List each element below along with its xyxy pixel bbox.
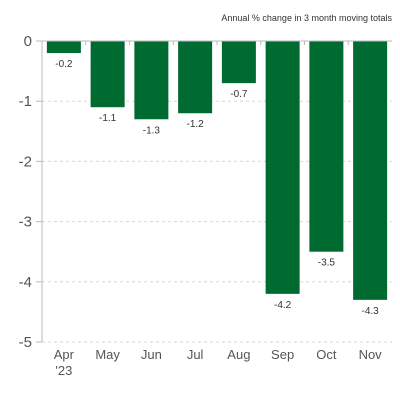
y-tick-label: 0	[24, 33, 32, 50]
y-tick-label: -2	[19, 153, 32, 170]
data-label-jun: -1.3	[143, 125, 161, 136]
data-labels: -0.2 -1.1 -1.3 -1.2 -0.7 -4.2 -3.5 -4.3	[55, 59, 379, 317]
x-tick-sublabel: '23	[55, 363, 72, 378]
x-axis-ticks: Apr'23 May Jun Jul Aug Sep Oct Nov	[54, 347, 382, 378]
data-label-jul: -1.2	[187, 119, 205, 130]
x-tick-label-nov: Nov	[359, 347, 383, 362]
y-tick-label: -1	[19, 93, 32, 110]
bar-apr	[46, 41, 81, 54]
x-tick-label-oct: Oct	[316, 347, 337, 362]
y-tick-label: -5	[19, 334, 32, 351]
chart-subtitle: Annual % change in 3 month moving totals	[221, 13, 392, 23]
axes	[41, 40, 392, 342]
y-axis-ticks: 0 -1 -2 -3 -4 -5	[19, 33, 42, 351]
x-tick-label-aug: Aug	[227, 347, 250, 362]
y-tick-label: -3	[19, 214, 32, 231]
x-tick-label-sep: Sep	[271, 347, 294, 362]
gridlines	[42, 100, 392, 343]
data-label-aug: -0.7	[230, 89, 248, 100]
data-label-nov: -4.3	[362, 306, 380, 317]
data-label-may: -1.1	[99, 113, 117, 124]
data-label-oct: -3.5	[318, 258, 336, 269]
bar-nov	[353, 41, 388, 300]
data-label-sep: -4.2	[274, 300, 292, 311]
bar-aug	[221, 41, 256, 84]
x-tick-label-jul: Jul	[187, 347, 204, 362]
x-tick-label-jun: Jun	[141, 347, 162, 362]
x-tick-label-apr: Apr	[54, 347, 75, 362]
bars	[46, 41, 388, 300]
y-tick-label: -4	[19, 274, 32, 291]
bar-oct	[309, 41, 344, 252]
data-label-apr: -0.2	[55, 59, 73, 70]
bar-sep	[265, 41, 300, 294]
bar-jul	[178, 41, 213, 114]
bar-may	[90, 41, 125, 108]
x-tick-label-may: May	[95, 347, 120, 362]
bar-jun	[134, 41, 169, 120]
